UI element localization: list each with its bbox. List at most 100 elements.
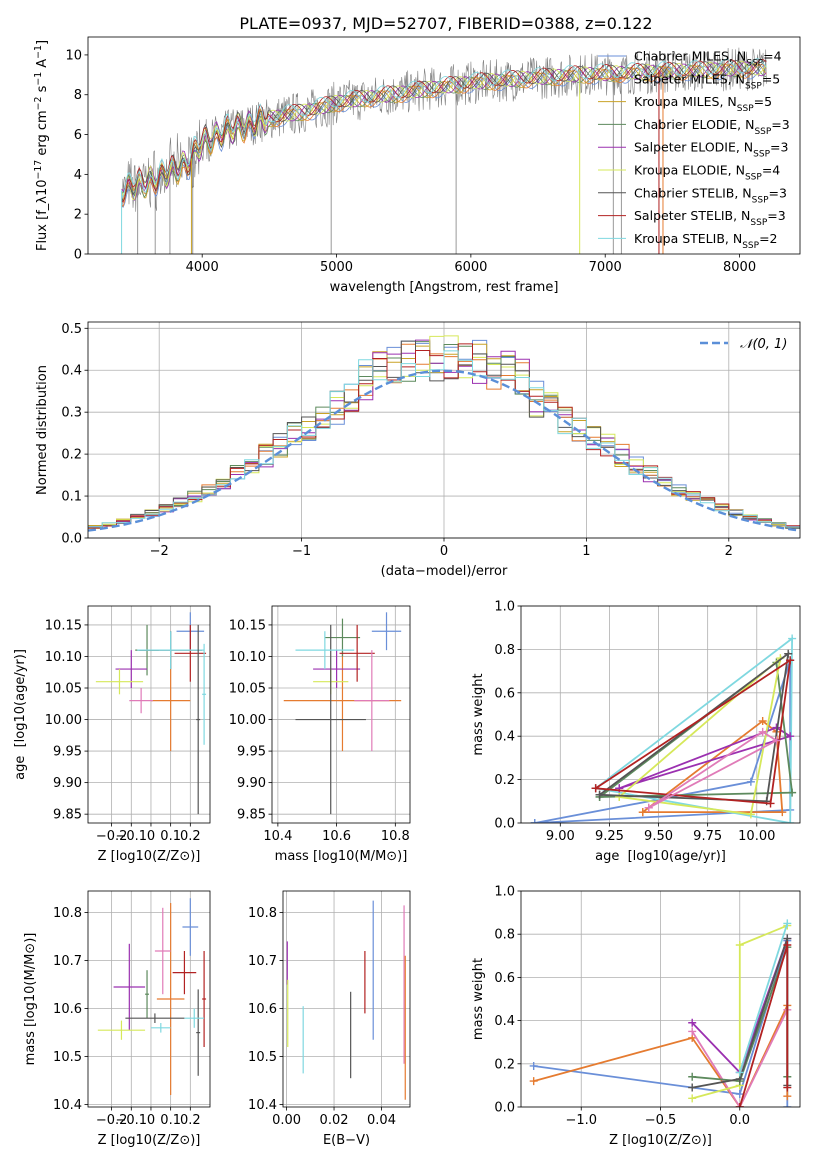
weight-point-marker [786, 656, 795, 665]
error-bar [156, 903, 185, 1095]
y-tick-label: 2 [74, 208, 82, 223]
model-spectrum-line [121, 58, 767, 198]
weight-point-marker [788, 788, 797, 797]
error-bar [97, 1020, 146, 1040]
figure-title: PLATE=0937, MJD=52707, FIBERID=0388, z=0… [239, 14, 652, 33]
weight-point-marker [529, 1061, 538, 1070]
x-tick-label: 0.04 [367, 1113, 396, 1128]
weight-point-marker [746, 810, 755, 819]
weight-point-marker [688, 1083, 697, 1092]
plot-area [286, 900, 406, 1100]
legend-label: Kroupa STELIB, NSSP=2 [634, 231, 778, 251]
x-axis-label: mass [log10(M/M⊙)] [275, 849, 408, 864]
error-bar [125, 1013, 185, 1023]
x-tick-label: 0 [147, 1113, 155, 1128]
weight-point-marker [766, 799, 775, 808]
weight-series-line [738, 923, 789, 1073]
legend: 𝒩(0, 1) [700, 337, 787, 352]
error-bar [371, 612, 402, 651]
error-bar [202, 951, 207, 1047]
y-tick-label: 10.10 [45, 650, 82, 665]
y-axis-label: Normed distribution [35, 365, 50, 495]
weight-series [735, 941, 792, 1107]
weight-point-marker [591, 784, 600, 793]
axes-frame [520, 605, 801, 824]
legend-label: Salpeter MILES, NSSP=5 [634, 71, 780, 91]
error-bar [150, 1023, 171, 1033]
y-tick-label: 0.8 [494, 643, 515, 658]
weight-series [595, 649, 793, 806]
weight-point-marker [786, 732, 795, 741]
y-tick-label: 10.05 [45, 682, 82, 697]
x-tick-label: 6000 [454, 260, 487, 275]
model-spectrum-line [121, 61, 767, 201]
axes: 4000 5000 6000 7000 8000 0 2 4 6 8 10 wavelength [A… [33, 36, 801, 295]
weight-point-marker [783, 1092, 792, 1101]
grid-lines [283, 891, 410, 1107]
x-tick-label: 10.6 [322, 829, 351, 844]
weight-point-marker [638, 808, 647, 817]
x-tick-label: 10.00 [738, 829, 775, 844]
plot-residuals: −2 −1 0 1 2 0.0 0.1 0.2 0.3 0.4 0.5 (data−model)/er… [35, 321, 801, 579]
weight-point-marker [758, 717, 767, 726]
weight-point-marker [783, 1103, 792, 1107]
model-spectrum-line [121, 62, 767, 199]
weight-series-line [618, 655, 782, 816]
x-tick-label: 0.02 [320, 1113, 349, 1128]
x-tick-label: 0.00 [272, 1113, 301, 1128]
weight-series-line [595, 636, 794, 823]
x-axis-label: Z [log10(Z/Z⊙)] [98, 1133, 201, 1148]
x-tick-label: 0 [147, 829, 155, 844]
y-axis-label: age [log10(age/yr)] [13, 649, 28, 780]
x-tick-label: 4000 [186, 260, 219, 275]
x-tick-label: 0.1 [160, 1113, 181, 1128]
x-tick-label: −0.2 [96, 1113, 128, 1128]
x-axis-label: E(B−V) [323, 1133, 370, 1148]
plot-area [529, 919, 792, 1107]
error-bar [196, 624, 201, 815]
weight-series-line [599, 651, 790, 803]
plot-mass_vs_EBV: 0.00 0.02 0.04 10.4 10.5 10.6 10.7 10.8 E(B−V) [248, 890, 411, 1148]
weight-point-marker [688, 1094, 697, 1103]
legend-label: Kroupa ELODIE, NSSP=4 [634, 163, 780, 183]
legend-label: Chabrier STELIB, NSSP=3 [634, 185, 787, 205]
y-tick-label: 0.3 [61, 406, 82, 421]
y-axis-label: Flux [f_λ10−17 erg cm−2 s−1 A−1] [33, 40, 51, 251]
y-tick-label: 0.8 [494, 928, 515, 943]
y-tick-label: 10.15 [229, 618, 266, 633]
weight-series [735, 919, 792, 1077]
weight-point-marker [735, 1068, 744, 1077]
error-bar [184, 1008, 205, 1028]
x-tick-label: −1 [292, 544, 311, 559]
weight-point-marker [758, 727, 767, 736]
x-axis-label: Z [log10(Z/Z⊙)] [98, 849, 201, 864]
plot-spectrum: 4000 5000 6000 7000 8000 0 2 4 6 8 10 wavelength [A… [33, 36, 801, 295]
plot-area [121, 47, 767, 254]
y-axis-label: mass [log10(M/M⊙)] [23, 933, 38, 1066]
x-axis-label: Z [log10(Z/Z⊙)] [609, 1133, 712, 1148]
error-bar [129, 688, 153, 714]
y-tick-label: 10.6 [248, 1002, 277, 1017]
x-tick-label: 0 [440, 544, 448, 559]
weight-point-marker [735, 1103, 744, 1107]
error-bar [115, 650, 148, 689]
weight-point-marker [772, 736, 781, 745]
axes: −0.2−0.1 0 0.10.2 9.85 9.90 9.95 10.00 10.05 10.… [13, 605, 211, 864]
weight-series-line [595, 658, 792, 805]
x-tick-label: −0.5 [645, 1113, 677, 1128]
y-axis-label: mass weight [471, 673, 486, 755]
plot-weight_vs_age: 9.00 9.25 9.50 9.75 10.00 0.0 0.2 0.4 0.6 0.8 1.0 a… [471, 600, 801, 864]
error-bar [172, 951, 197, 995]
plot-weight_vs_Z: −1.0 −0.5 0.0 0.0 0.2 0.4 0.6 0.8 1.0 Z [log10(Z/… [471, 885, 801, 1148]
weight-series-line [691, 924, 788, 1100]
weight-point-marker [735, 941, 744, 949]
grid-lines [521, 605, 800, 824]
weight-point-marker [529, 1077, 538, 1086]
weight-series-line [648, 730, 779, 809]
axes-frame [87, 321, 801, 539]
x-tick-label: 9.00 [546, 829, 575, 844]
axes: −2 −1 0 1 2 0.0 0.1 0.2 0.3 0.4 0.5 (data−model)/er… [35, 321, 801, 579]
y-tick-label: 0.2 [61, 448, 82, 463]
y-tick-label: 10.7 [53, 954, 82, 969]
